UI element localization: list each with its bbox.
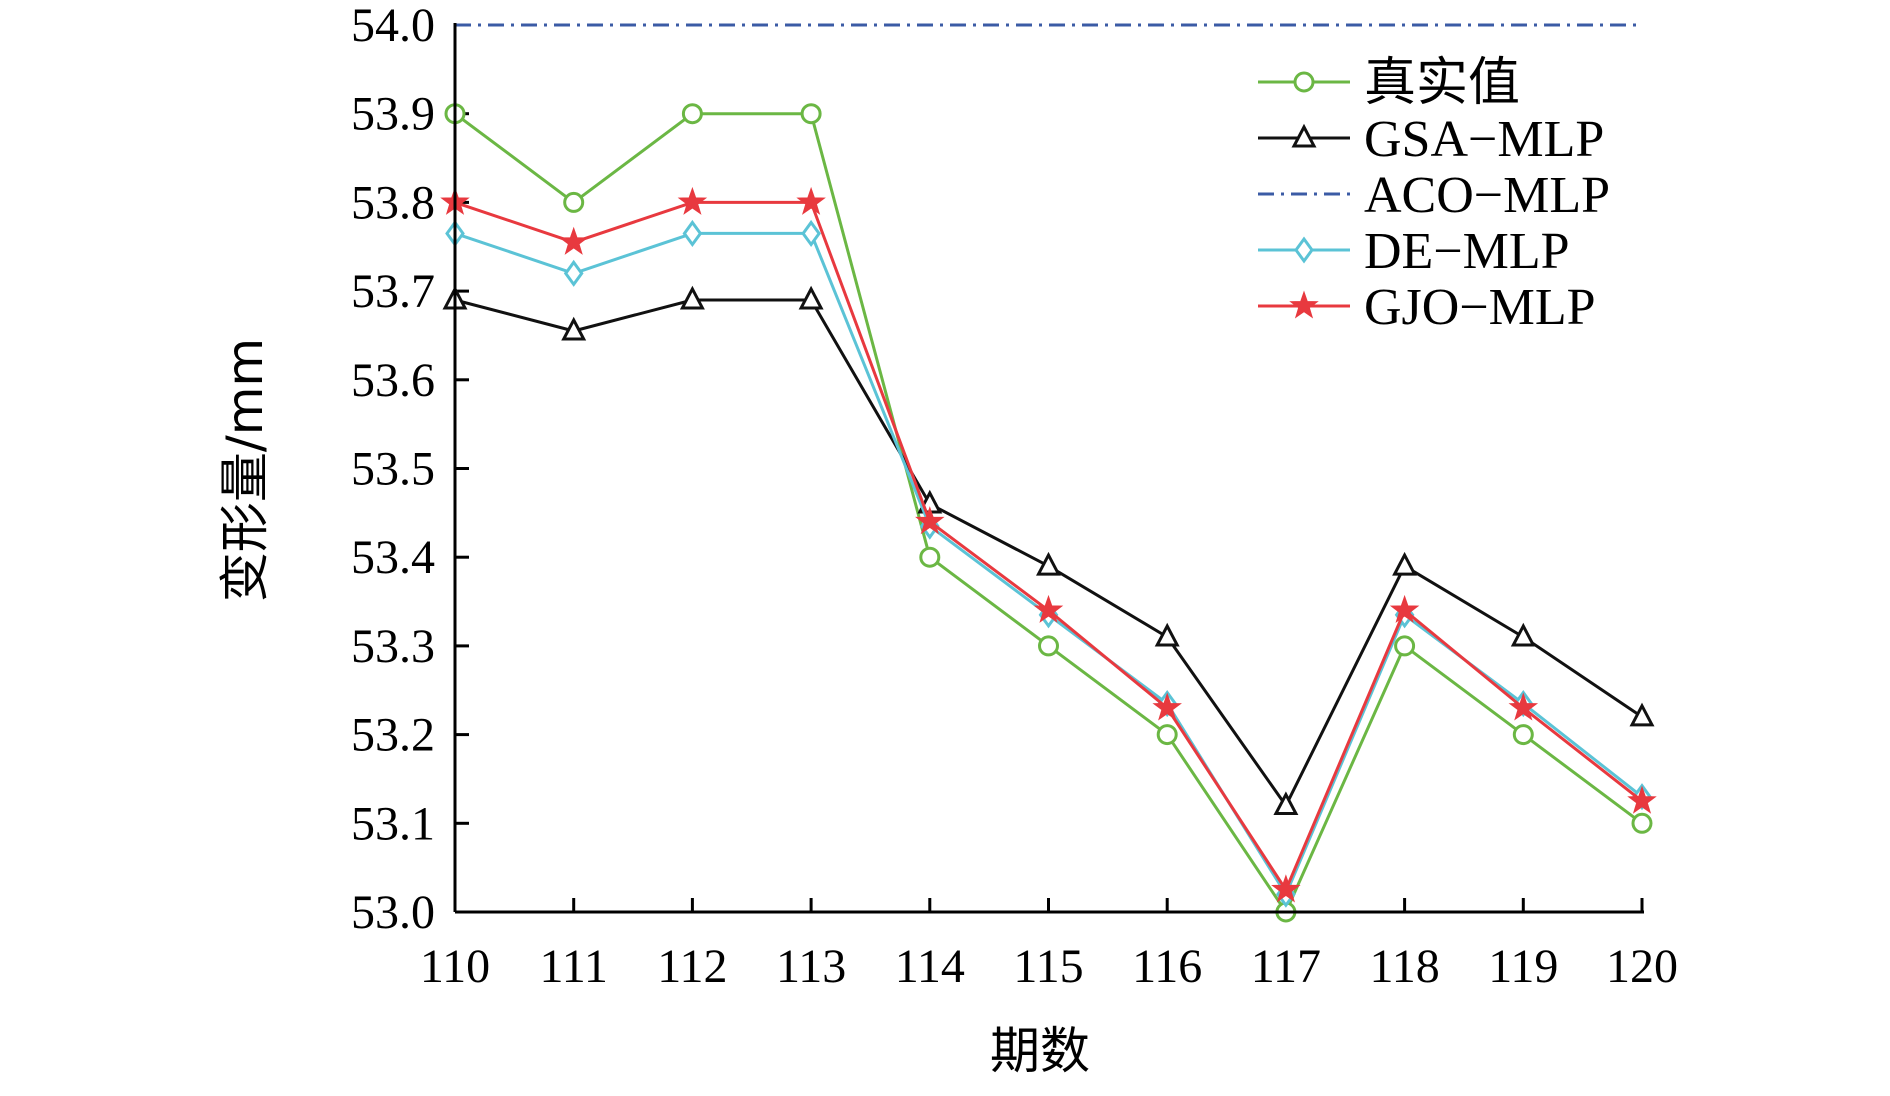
data-point (1036, 551, 1061, 576)
y-axis-title: 变形量/mm (216, 338, 274, 602)
series-2 (442, 285, 1655, 816)
legend-item: ACO−MLP (1258, 167, 1610, 224)
data-point (681, 103, 703, 125)
x-tick-label: 118 (1369, 940, 1439, 993)
legend-item: 真实值 (1258, 55, 1520, 112)
x-tick-label: 112 (657, 940, 727, 993)
y-tick-label: 53.3 (351, 620, 435, 673)
x-tick-label: 111 (539, 940, 607, 993)
legend-item: GJO−MLP (1258, 279, 1596, 336)
x-tick-label: 116 (1132, 940, 1202, 993)
y-axis-ticks: 53.0 53.1 53.2 53.3 53.4 53.5 53.6 53.7 53.8 53.9… (351, 0, 469, 939)
data-point (1392, 551, 1418, 576)
x-axis-ticks: 110 111 112 113 114 115 116 117 118 119 120 (420, 898, 1678, 993)
x-tick-label: 110 (420, 940, 490, 993)
data-point (1508, 692, 1539, 721)
data-point (1038, 635, 1059, 657)
x-tick-label: 113 (776, 940, 846, 993)
data-point (563, 259, 584, 287)
data-point (1394, 635, 1416, 657)
data-point (677, 186, 708, 215)
data-point (1154, 622, 1180, 647)
x-tick-label: 119 (1488, 940, 1558, 993)
y-tick-label: 53.1 (351, 797, 435, 850)
x-axis-title: 期数 (990, 1022, 1090, 1080)
y-tick-label: 53.8 (351, 176, 435, 229)
y-tick-label: 53.5 (351, 443, 435, 496)
data-point (798, 285, 824, 310)
data-point (1512, 724, 1534, 746)
legend-item: DE−MLP (1258, 223, 1570, 280)
data-point (801, 219, 821, 247)
data-point (800, 103, 822, 125)
x-tick-label: 120 (1606, 940, 1678, 993)
axes (453, 23, 1644, 914)
data-point (1631, 812, 1653, 834)
data-point (1156, 724, 1178, 746)
y-tick-label: 53.9 (351, 88, 435, 141)
data-point (561, 316, 587, 341)
data-point (1629, 702, 1655, 727)
x-tick-label: 117 (1251, 940, 1321, 993)
y-tick-label: 53.6 (351, 354, 435, 407)
legend-label: GSA−MLP (1364, 111, 1604, 168)
data-point (1273, 791, 1299, 816)
legend-label: ACO−MLP (1364, 167, 1610, 224)
data-point (1152, 692, 1182, 721)
y-tick-label: 54.0 (351, 0, 435, 52)
legend-item: GSA−MLP (1258, 111, 1604, 168)
x-tick-label: 114 (895, 940, 965, 993)
data-point (919, 546, 941, 568)
y-tick-label: 53.0 (351, 886, 435, 939)
data-point (1271, 874, 1301, 903)
data-point (1627, 785, 1657, 814)
data-point (679, 285, 705, 310)
y-tick-label: 53.2 (351, 709, 435, 762)
legend-label: DE−MLP (1364, 223, 1570, 280)
data-point (682, 219, 703, 247)
legend-label: 真实值 (1364, 55, 1520, 112)
data-point (796, 186, 826, 215)
legend-marker (1289, 290, 1319, 319)
data-point (915, 506, 945, 535)
legend-marker (1291, 123, 1317, 148)
legend-marker (1294, 236, 1314, 264)
data-point (1033, 594, 1064, 623)
data-point (1510, 622, 1536, 647)
data-point (1389, 594, 1420, 623)
legend-label: GJO−MLP (1364, 279, 1596, 336)
legend-marker (1293, 71, 1315, 93)
y-tick-label: 53.4 (351, 531, 435, 584)
data-point (558, 226, 589, 255)
x-tick-label: 115 (1013, 940, 1083, 993)
series-1 (444, 103, 1653, 923)
y-tick-label: 53.7 (351, 265, 435, 318)
data-point (563, 191, 585, 213)
